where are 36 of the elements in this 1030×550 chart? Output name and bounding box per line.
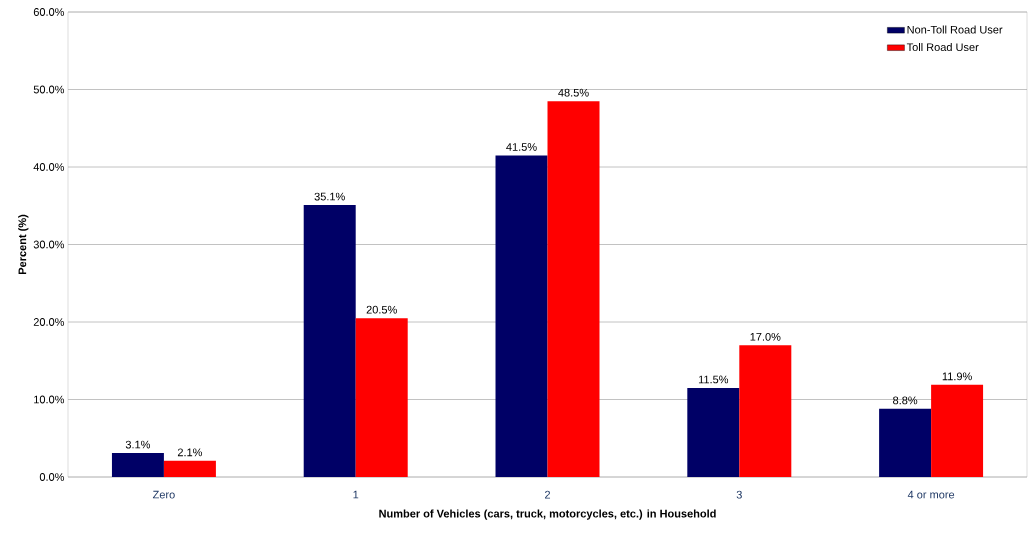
y-tick-label: 50.0% — [33, 85, 65, 94]
x-tick-label: 2 — [545, 490, 551, 499]
bar — [931, 384, 984, 477]
bar — [879, 408, 932, 477]
data-label: 8.8% — [893, 396, 918, 405]
y-tick-label: 30.0% — [33, 240, 65, 249]
data-label: 35.1% — [314, 192, 345, 201]
x-tick-label: 1 — [353, 490, 359, 499]
bar — [495, 155, 548, 477]
y-tick-label: 0.0% — [39, 473, 65, 481]
x-tick-label: 3 — [736, 490, 742, 499]
x-tick-label: 4 or more — [907, 490, 955, 499]
data-label: 2.1% — [177, 448, 203, 457]
y-axis-title: Percent (%) — [18, 214, 29, 275]
data-label: 11.9% — [942, 372, 972, 381]
data-label: 20.5% — [366, 305, 397, 314]
y-tick-label: 10.0% — [34, 395, 65, 404]
y-tick-label: 40.0% — [33, 163, 65, 171]
data-label: 48.5% — [558, 88, 589, 97]
bar — [547, 101, 600, 477]
y-tick-label: 20.0% — [33, 318, 65, 326]
x-axis-title: Number of Vehicles (cars, truck, motorcycles, etc.) in Household — [379, 509, 716, 520]
legend-label: Toll Road User — [906, 42, 979, 52]
y-tick-label: 60.0% — [33, 8, 65, 16]
data-label: 41.5% — [506, 143, 537, 151]
bar — [303, 204, 356, 477]
bar — [687, 387, 740, 477]
data-label: 17.0% — [750, 332, 781, 341]
x-tick-label: Zero — [152, 490, 175, 499]
bar — [355, 318, 408, 477]
data-label: 11.5% — [698, 375, 729, 384]
legend-label: Non-Toll Road User — [907, 25, 1003, 34]
bar — [111, 452, 164, 477]
bar — [739, 345, 792, 477]
bar — [163, 460, 216, 477]
data-label: 3.1% — [125, 440, 151, 449]
